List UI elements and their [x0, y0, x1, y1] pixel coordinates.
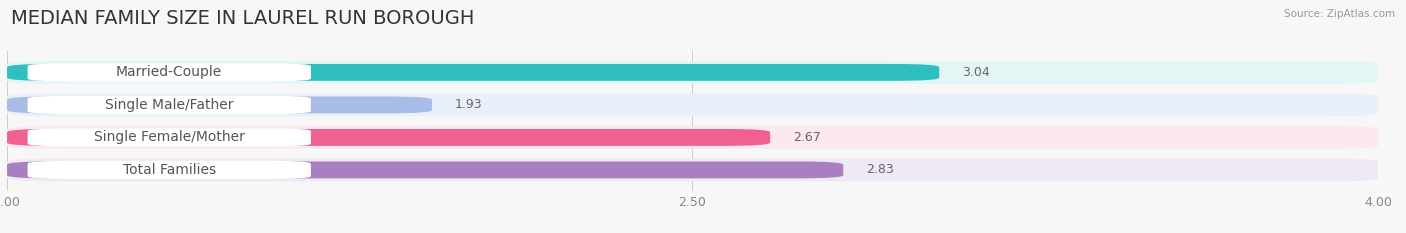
Text: 2.67: 2.67	[793, 131, 821, 144]
Text: Single Female/Mother: Single Female/Mother	[94, 130, 245, 144]
FancyBboxPatch shape	[7, 158, 1378, 181]
FancyBboxPatch shape	[7, 129, 770, 146]
Text: 3.04: 3.04	[962, 66, 990, 79]
FancyBboxPatch shape	[28, 161, 311, 179]
FancyBboxPatch shape	[7, 64, 939, 81]
FancyBboxPatch shape	[28, 63, 311, 82]
FancyBboxPatch shape	[7, 126, 1378, 149]
FancyBboxPatch shape	[28, 96, 311, 114]
FancyBboxPatch shape	[28, 128, 311, 147]
Text: Single Male/Father: Single Male/Father	[105, 98, 233, 112]
Text: Married-Couple: Married-Couple	[117, 65, 222, 79]
Text: MEDIAN FAMILY SIZE IN LAUREL RUN BOROUGH: MEDIAN FAMILY SIZE IN LAUREL RUN BOROUGH	[11, 9, 475, 28]
Text: 1.93: 1.93	[454, 98, 482, 111]
FancyBboxPatch shape	[7, 61, 1378, 84]
FancyBboxPatch shape	[7, 93, 1378, 116]
FancyBboxPatch shape	[7, 96, 432, 113]
FancyBboxPatch shape	[7, 161, 844, 178]
Text: Total Families: Total Families	[122, 163, 215, 177]
Text: Source: ZipAtlas.com: Source: ZipAtlas.com	[1284, 9, 1395, 19]
Text: 2.83: 2.83	[866, 163, 894, 176]
